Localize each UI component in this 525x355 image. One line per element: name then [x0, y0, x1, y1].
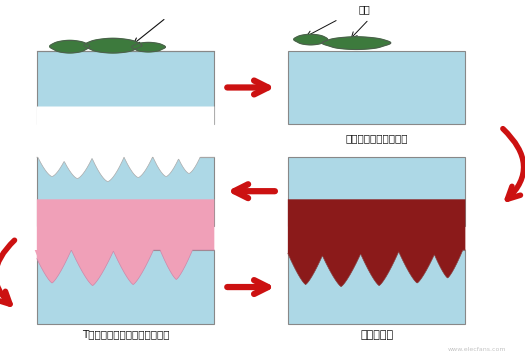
Polygon shape — [400, 250, 435, 283]
Bar — [288, 250, 465, 323]
Polygon shape — [50, 40, 90, 53]
Polygon shape — [361, 250, 397, 285]
Bar — [288, 51, 465, 124]
Polygon shape — [162, 250, 191, 279]
Text: 金属基材: 金属基材 — [112, 133, 139, 143]
Polygon shape — [35, 250, 69, 283]
Polygon shape — [322, 250, 360, 286]
Text: 水洗后烘干: 水洗后烘干 — [360, 330, 393, 340]
Bar — [37, 51, 214, 124]
Bar — [37, 250, 214, 323]
Polygon shape — [84, 38, 142, 53]
Polygon shape — [322, 37, 391, 49]
Polygon shape — [37, 199, 214, 285]
Polygon shape — [115, 250, 151, 284]
Text: 油脂: 油脂 — [358, 4, 370, 14]
Text: 清洗、干燥: 清洗、干燥 — [360, 235, 393, 245]
Polygon shape — [288, 199, 465, 286]
Polygon shape — [434, 250, 461, 278]
Text: 碱洗（除去表面油脂）: 碱洗（除去表面油脂） — [345, 133, 408, 143]
Text: www.elecfans.com: www.elecfans.com — [447, 348, 506, 353]
Polygon shape — [294, 34, 328, 45]
Text: T处理（刻蚀出较小的纳米孔）: T处理（刻蚀出较小的纳米孔） — [82, 330, 170, 340]
Polygon shape — [74, 250, 112, 285]
Bar — [37, 157, 214, 226]
Bar — [288, 157, 465, 226]
Polygon shape — [37, 106, 214, 181]
Text: 酸洗（刻蚀出较大的纳米孔）: 酸洗（刻蚀出较大的纳米孔） — [85, 235, 166, 245]
Polygon shape — [288, 250, 323, 284]
Polygon shape — [131, 43, 165, 52]
